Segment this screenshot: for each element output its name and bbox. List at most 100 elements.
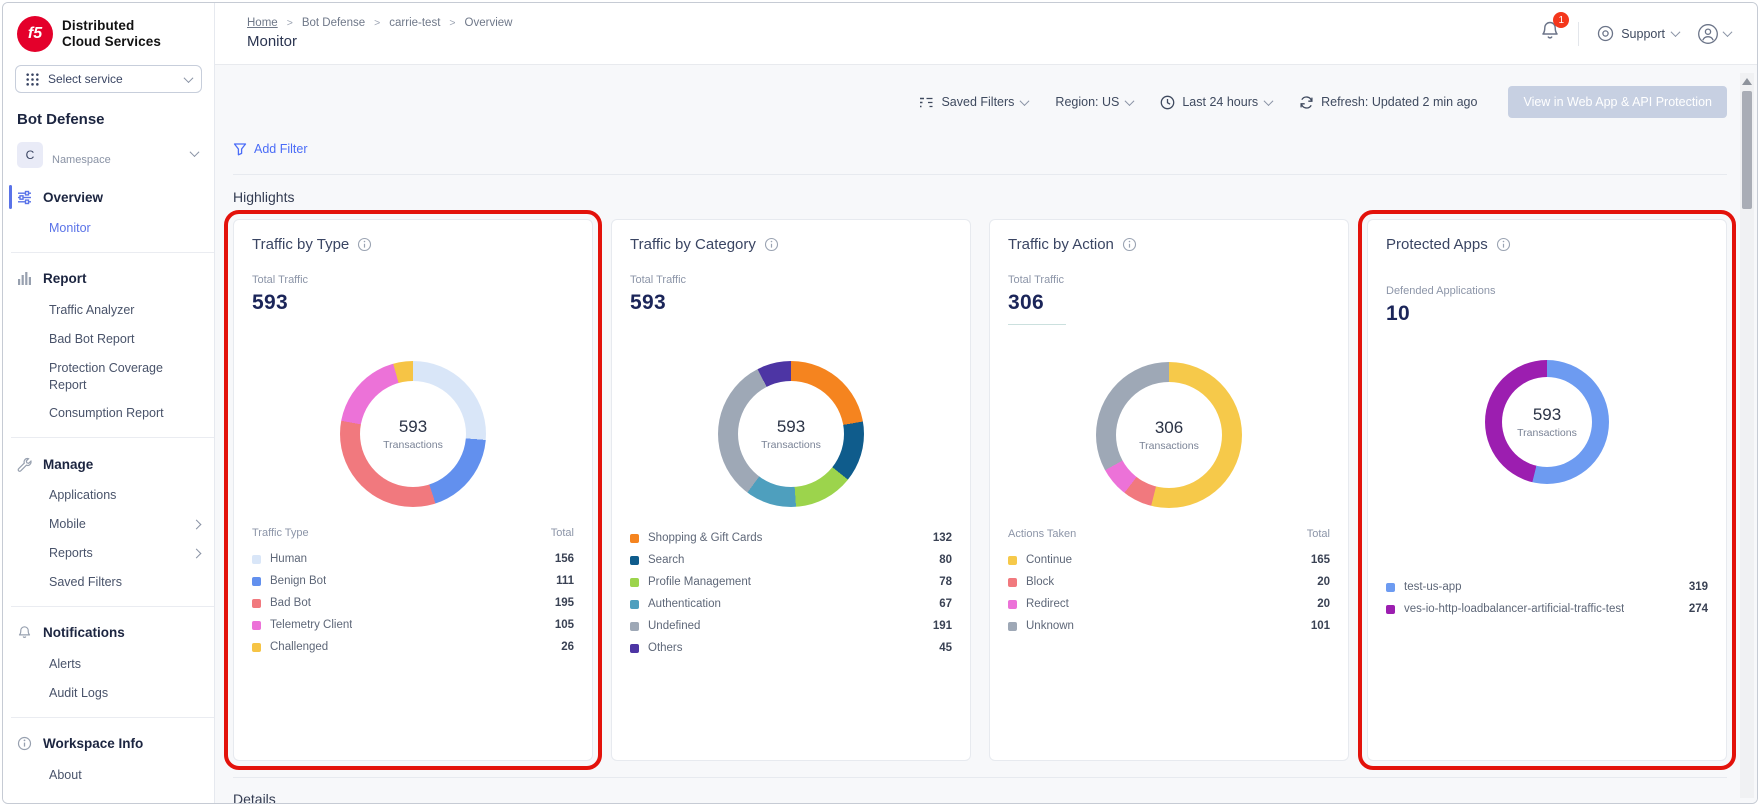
card-title: Traffic by Action — [1008, 236, 1114, 253]
sidebar-item-manage[interactable]: Manage — [3, 447, 214, 481]
sidebar-item-protection-coverage-report[interactable]: Protection Coverage Report — [3, 354, 188, 400]
breadcrumb-separator: > — [449, 17, 455, 29]
scroll-up-arrow-icon[interactable] — [1742, 78, 1752, 85]
sidebar-item-workspace-info[interactable]: Workspace Info — [3, 727, 214, 761]
saved-filters-label: Saved Filters — [941, 95, 1014, 109]
donut-chart-traffic-by-category[interactable]: 593 Transactions — [718, 361, 864, 507]
highlights-cards-row: Traffic by Type Total Traffic 593 593 — [233, 219, 1727, 761]
swatch — [252, 599, 261, 608]
legend-item-ves-io-loadbalancer[interactable]: ves-io-http-loadbalancer-artificial-traf… — [1386, 598, 1708, 620]
legend-label: Bad Bot — [270, 597, 311, 609]
legend-value: 45 — [931, 642, 952, 654]
legend-item-test-us-app[interactable]: test-us-app 319 — [1386, 576, 1708, 598]
legend: test-us-app 319 ves-io-http-loadbalancer… — [1386, 576, 1708, 620]
sidebar-item-applications[interactable]: Applications — [3, 481, 214, 510]
sidebar-item-label: Manage — [43, 457, 93, 472]
info-icon[interactable] — [764, 237, 779, 252]
legend-item-profile-management[interactable]: Profile Management 78 — [630, 571, 952, 593]
namespace-selector[interactable]: C Namespace — [3, 132, 214, 180]
legend-item-challenged[interactable]: Challenged 26 — [252, 636, 574, 658]
legend-header-right: Total — [551, 527, 574, 539]
sidebar-item-about[interactable]: About — [3, 761, 214, 790]
legend-value: 20 — [1309, 598, 1330, 610]
brand-name: Distributed Cloud Services — [62, 18, 161, 50]
sidebar-item-monitor[interactable]: Monitor — [3, 214, 214, 243]
legend-item-telemetry-client[interactable]: Telemetry Client 105 — [252, 614, 574, 636]
info-icon[interactable] — [1496, 237, 1511, 252]
select-service-dropdown[interactable]: Select service — [15, 65, 202, 93]
legend-header-left: Traffic Type — [252, 527, 309, 539]
sidebar: f5 Distributed Cloud Services Select ser… — [3, 3, 215, 803]
region-dropdown[interactable]: Region: US — [1055, 95, 1133, 109]
legend-item-shopping-gift-cards[interactable]: Shopping & Gift Cards 132 — [630, 527, 952, 549]
metric-label: Defended Applications — [1386, 285, 1708, 297]
donut-center-value: 593 — [399, 417, 427, 437]
breadcrumb-home[interactable]: Home — [247, 17, 278, 29]
swatch — [1008, 600, 1017, 609]
legend-item-benign-bot[interactable]: Benign Bot 111 — [252, 570, 574, 592]
sidebar-item-bad-bot-report[interactable]: Bad Bot Report — [3, 325, 214, 354]
notifications-button[interactable]: 1 — [1540, 20, 1560, 47]
funnel-icon — [233, 142, 247, 156]
swatch — [1008, 556, 1017, 565]
legend-item-block[interactable]: Block 20 — [1008, 571, 1330, 593]
sidebar-item-notifications[interactable]: Notifications — [3, 616, 214, 650]
legend-label: Authentication — [648, 598, 721, 610]
filter-toolbar: Saved Filters Region: US Last 24 hours — [233, 65, 1727, 118]
donut-chart-traffic-by-type[interactable]: 593 Transactions — [340, 361, 486, 507]
legend-item-redirect[interactable]: Redirect 20 — [1008, 593, 1330, 615]
swatch — [1008, 622, 1017, 631]
donut-chart-protected-apps[interactable]: 593 Transactions — [1485, 360, 1609, 484]
sidebar-item-audit-logs[interactable]: Audit Logs — [3, 679, 214, 708]
user-menu[interactable] — [1697, 23, 1731, 45]
legend-item-continue[interactable]: Continue 165 — [1008, 549, 1330, 571]
legend-item-bad-bot[interactable]: Bad Bot 195 — [252, 592, 574, 614]
details-section-title: Details — [233, 791, 1727, 804]
sidebar-item-report[interactable]: Report — [3, 262, 214, 296]
legend-value: 80 — [931, 554, 952, 566]
sidebar-item-consumption-report[interactable]: Consumption Report — [3, 399, 214, 428]
breadcrumb-carrie-test[interactable]: carrie-test — [389, 17, 440, 29]
legend-label: Search — [648, 554, 684, 566]
metric-underline — [1008, 324, 1066, 325]
legend-item-human[interactable]: Human 156 — [252, 548, 574, 570]
scrollbar-thumb[interactable] — [1742, 91, 1752, 209]
filter-lines-icon — [919, 96, 934, 109]
view-in-waap-button[interactable]: View in Web App & API Protection — [1508, 86, 1727, 118]
saved-filters-dropdown[interactable]: Saved Filters — [919, 95, 1028, 109]
legend-item-unknown[interactable]: Unknown 101 — [1008, 615, 1330, 637]
swatch — [252, 555, 261, 564]
breadcrumb-overview[interactable]: Overview — [465, 17, 513, 29]
refresh-button[interactable]: Refresh: Updated 2 min ago — [1299, 95, 1477, 110]
legend: Actions Taken Total Continue 165 Block 2… — [1008, 528, 1330, 637]
info-icon[interactable] — [1122, 237, 1137, 252]
donut-center-label: Transactions — [1139, 440, 1199, 452]
vertical-scrollbar[interactable] — [1740, 73, 1754, 798]
metric-value: 10 — [1386, 302, 1708, 326]
sidebar-item-overview[interactable]: Overview — [3, 180, 214, 214]
swatch — [630, 556, 639, 565]
legend-label: ves-io-http-loadbalancer-artificial-traf… — [1404, 603, 1624, 615]
swatch — [630, 600, 639, 609]
add-filter-button[interactable]: Add Filter — [233, 142, 308, 156]
legend-label: test-us-app — [1404, 581, 1462, 593]
legend-item-others[interactable]: Others 45 — [630, 637, 952, 659]
swatch — [630, 534, 639, 543]
sidebar-item-alerts[interactable]: Alerts — [3, 650, 214, 679]
breadcrumb-bot-defense[interactable]: Bot Defense — [302, 17, 365, 29]
legend-item-search[interactable]: Search 80 — [630, 549, 952, 571]
legend-item-undefined[interactable]: Undefined 191 — [630, 615, 952, 637]
support-menu[interactable]: Support — [1597, 25, 1679, 42]
sidebar-item-saved-filters[interactable]: Saved Filters — [3, 568, 214, 597]
bell-icon — [17, 625, 32, 640]
metric-value: 593 — [252, 291, 574, 315]
sidebar-item-mobile[interactable]: Mobile — [3, 510, 214, 539]
time-range-dropdown[interactable]: Last 24 hours — [1160, 95, 1272, 110]
sidebar-item-reports[interactable]: Reports — [3, 539, 214, 568]
chevron-down-icon — [190, 147, 200, 157]
donut-chart-traffic-by-action[interactable]: 306 Transactions — [1096, 362, 1242, 508]
info-icon[interactable] — [357, 237, 372, 252]
swatch — [1386, 605, 1395, 614]
sidebar-item-traffic-analyzer[interactable]: Traffic Analyzer — [3, 296, 214, 325]
legend-item-authentication[interactable]: Authentication 67 — [630, 593, 952, 615]
